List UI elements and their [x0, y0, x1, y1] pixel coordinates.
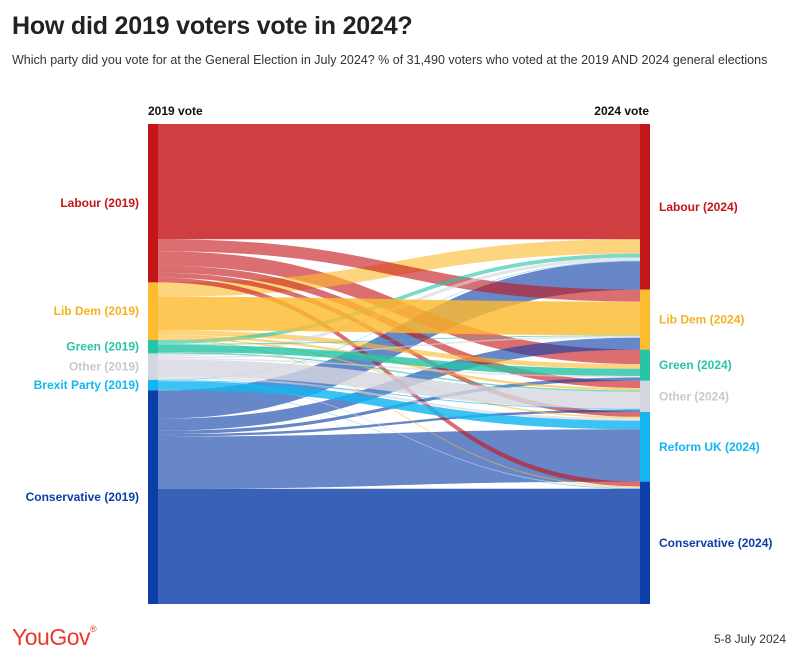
flow-grn19-to-oth24 — [158, 352, 640, 392]
node-label-grn19: Green (2019) — [66, 340, 139, 354]
flow-oth19-to-ref24 — [158, 376, 640, 421]
node-bar-ld24 — [640, 289, 650, 350]
flow-grn19-to-ld24 — [158, 335, 640, 345]
node-label-ld19: Lib Dem (2019) — [54, 304, 139, 318]
node-label-oth19: Other (2019) — [69, 360, 139, 374]
flow-brx19-to-con24 — [158, 389, 640, 489]
sankey-flows — [158, 124, 640, 604]
node-bar-ld19 — [148, 282, 158, 340]
flow-oth19-to-oth24 — [158, 359, 640, 409]
right-axis-label: 2024 vote — [594, 104, 649, 118]
node-label-ld24: Lib Dem (2024) — [659, 313, 744, 327]
node-bar-ref24 — [640, 412, 650, 482]
chart-subtitle: Which party did you vote for at the Gene… — [12, 53, 768, 67]
flow-con19-to-con24 — [158, 488, 640, 604]
flow-lab19-to-ref24 — [158, 272, 640, 417]
flow-con19-to-oth24 — [158, 409, 640, 437]
survey-date: 5-8 July 2024 — [713, 632, 786, 646]
flow-ld19-to-con24 — [158, 339, 640, 488]
sankey-labels: Labour (2019) Lib Dem (2019) Green (2019) O… — [26, 196, 773, 550]
node-bar-brx19 — [148, 379, 158, 391]
flow-brx19-to-oth24 — [158, 380, 640, 410]
flow-oth19-to-ld24 — [158, 336, 640, 359]
node-bar-oth24 — [640, 380, 650, 412]
node-label-lab19: Labour (2019) — [60, 196, 139, 210]
chart-title: How did 2019 voters vote in 2024? — [12, 12, 413, 40]
node-bar-oth19 — [148, 353, 158, 380]
node-bar-grn19 — [148, 340, 158, 354]
flow-grn19-to-lab24 — [158, 253, 640, 344]
node-bar-grn24 — [640, 349, 650, 381]
flow-oth19-to-grn24 — [158, 358, 640, 378]
node-label-brx19: Brexit Party (2019) — [34, 378, 139, 392]
flow-brx19-to-ref24 — [158, 381, 640, 430]
node-label-ref24: Reform UK (2024) — [659, 440, 760, 454]
flow-ld19-to-ld24 — [158, 296, 640, 336]
flow-ld19-to-grn24 — [158, 330, 640, 369]
node-label-oth24: Other (2024) — [659, 389, 729, 403]
flow-oth19-to-con24 — [158, 378, 640, 489]
flow-grn19-to-grn24 — [158, 344, 640, 376]
flow-lab19-to-ld24 — [158, 239, 640, 302]
node-label-con24: Conservative (2024) — [659, 536, 772, 550]
node-bar-con19 — [148, 390, 158, 604]
yougov-logo: YouGov® — [12, 624, 97, 650]
left-axis-label: 2019 vote — [148, 104, 203, 118]
node-bar-lab24 — [640, 124, 650, 290]
node-label-con19: Conservative (2019) — [26, 490, 139, 504]
flow-lab19-to-lab24 — [158, 124, 640, 240]
node-label-grn24: Green (2024) — [659, 358, 732, 372]
node-bar-lab19 — [148, 124, 158, 283]
node-label-lab24: Labour (2024) — [659, 200, 738, 214]
sankey-nodes — [148, 124, 650, 604]
node-bar-con24 — [640, 481, 650, 604]
flow-con19-to-ref24 — [158, 429, 640, 489]
